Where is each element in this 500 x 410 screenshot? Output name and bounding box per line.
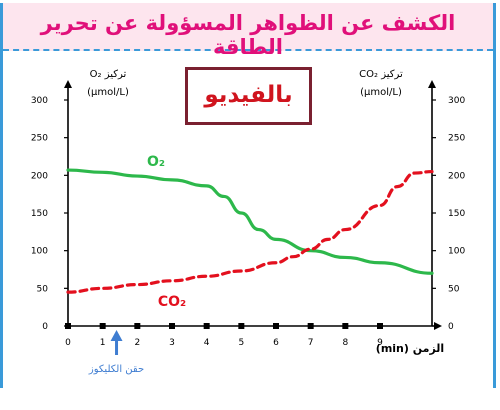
right-tick-label: 50 [448,284,460,294]
x-axis-title: الزمن (min) [376,342,444,355]
x-tick-label: 6 [273,338,279,348]
right-tick-label: 300 [448,96,465,106]
video-link[interactable]: بالفيديو [185,67,312,125]
co2-series-label: CO₂ [158,294,186,310]
chart-area: 0 50 100 150 200 250 300 0 50 100 150 200 250 300 0 1 2 3… [31,69,466,375]
video-label: بالفيديو [204,82,293,108]
left-border [0,3,3,388]
x-tick-label: 5 [238,338,244,348]
left-tick-label: 200 [31,171,48,181]
x-tick-label: 4 [204,338,210,348]
x-tick-label: 7 [308,338,314,348]
left-tick-label: 0 [42,322,48,332]
x-tick-marker [273,323,279,329]
x-tick-label: 0 [65,338,71,348]
left-tick-label: 250 [31,134,48,144]
right-tick-label: 200 [448,171,465,181]
left-tick-label: 300 [31,96,48,106]
co2-series-line [66,169,434,294]
x-tick-marker [342,323,349,329]
o2-series-label: O₂ [147,154,165,170]
x-tick-marker [134,323,141,329]
right-tick-label: 150 [448,209,465,219]
left-tick-label: 50 [37,284,49,294]
x-tick-label: 3 [169,338,175,348]
title-banner: الكشف عن الظواهر المسؤولة عن تحرير الطاق… [3,3,493,59]
left-tick-label: 100 [31,247,48,257]
right-tick-label: 100 [448,247,465,257]
right-tick-label: 0 [448,322,454,332]
x-tick-marker [203,323,210,329]
right-axis-unit: (µmol/L) [360,87,402,98]
right-border [493,3,496,388]
right-axis-arrow [428,80,436,88]
x-tick-marker [238,323,245,329]
injection-label: حقن الكليكوز [88,364,144,375]
x-tick-marker [377,323,383,329]
left-axis-title: تركيز O₂ [90,69,127,80]
left-tick-label: 150 [31,209,48,219]
x-tick-label: 1 [100,338,106,348]
banner-title: الكشف عن الظواهر المسؤولة عن تحرير الطاق… [40,11,456,59]
x-tick-marker [99,323,106,329]
left-axis-arrow [64,80,72,88]
x-tick-label: 2 [134,338,140,348]
left-axis-unit: (µmol/L) [87,87,129,98]
x-axis-arrow [434,322,442,330]
x-tick-marker [307,323,314,329]
x-tick-marker [65,323,71,329]
o2-series-line [66,168,434,275]
right-axis-title: تركيز CO₂ [359,69,403,80]
x-tick-label: 9 [377,338,383,348]
x-tick-marker [169,323,175,329]
x-tick-label: 8 [342,338,348,348]
injection-arrow-head [110,330,123,341]
right-tick-label: 250 [448,134,465,144]
